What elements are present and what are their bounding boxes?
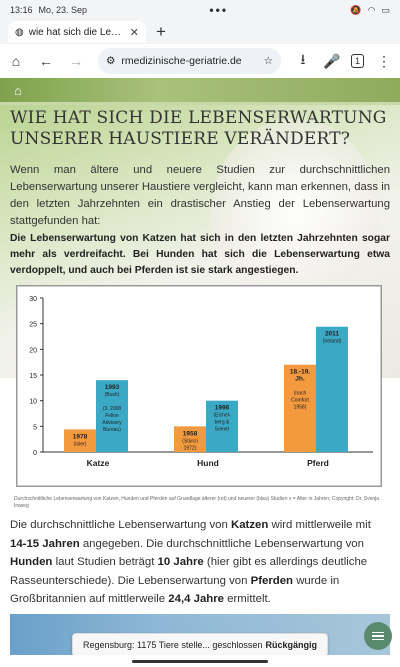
status-date: Mo, 23. Sep xyxy=(38,5,88,15)
menu-line xyxy=(372,638,384,641)
bar-data-label: (Eichel- xyxy=(214,413,231,419)
browser-toolbar: ⌂ ← → ⚙ rmedizinische-geriatrie.de ☆ ⭳ 🎤… xyxy=(0,44,400,78)
status-bar: 13:16 Mo, 23. Sep ••• 🔕 ◠ ▭ xyxy=(0,0,400,20)
dog-background-image xyxy=(210,118,380,318)
forward-arrow-icon[interactable]: → xyxy=(69,53,83,69)
home-icon[interactable]: ⌂ xyxy=(11,53,21,69)
article-body: Die durchschnittliche Lebenserwartung vo… xyxy=(10,516,390,609)
menu-line xyxy=(372,635,384,637)
microphone-icon[interactable]: 🎤 xyxy=(322,52,341,69)
bar-data-label: (Ireland) xyxy=(323,339,342,345)
bar-data-label: 1958 xyxy=(183,430,198,437)
bar-data-label: (Bush) xyxy=(105,392,120,398)
bar-data-label: 2011 xyxy=(325,331,339,338)
site-settings-icon[interactable]: ⚙ xyxy=(106,55,116,67)
snackbar: Regensburg: 1175 Tiere stelle... geschlo… xyxy=(72,633,328,657)
bar xyxy=(206,400,238,452)
tab-strip: ◍ wie hat sich die Lebenserwa ✕ + xyxy=(0,20,400,44)
article-intro-bold: Die Lebenserwartung von Katzen hat sich … xyxy=(10,233,390,276)
close-tab-icon[interactable]: ✕ xyxy=(129,26,139,39)
body-text-5: (hier gibt es allerdings deutliche Rasse… xyxy=(10,556,368,587)
bar-data-label: 1958) xyxy=(294,405,307,411)
header-divider xyxy=(0,102,400,105)
body-pferden-years: 24,4 Jahre xyxy=(168,593,225,605)
menu-button[interactable] xyxy=(364,622,392,650)
body-hunden-years: 10 Jahre xyxy=(157,556,204,568)
tab-title: wie hat sich die Lebenserwa xyxy=(28,26,125,38)
bar-data-label: Seine) xyxy=(215,427,230,433)
bar-data-label: (Isler) xyxy=(74,441,87,447)
bar-data-label: berg & xyxy=(215,420,230,426)
browser-tab[interactable]: ◍ wie hat sich die Lebenserwa ✕ xyxy=(8,21,146,43)
gesture-handle[interactable] xyxy=(132,660,268,663)
bar xyxy=(284,364,316,452)
battery-icon: ▭ xyxy=(381,4,390,15)
y-tick-label: 10 xyxy=(29,399,37,406)
y-tick-label: 0 xyxy=(33,450,37,457)
navigation-bar xyxy=(0,655,400,667)
bar-data-label: 1972) xyxy=(184,445,197,451)
address-bar[interactable]: ⚙ rmedizinische-geriatrie.de ☆ xyxy=(98,48,281,74)
bar-data-label: 1996 xyxy=(215,405,230,412)
x-category-label: Hund xyxy=(197,458,219,468)
y-tick-label: 20 xyxy=(29,347,37,354)
bar-data-label: 1993 xyxy=(105,384,120,391)
bar-data-label: (nach xyxy=(294,391,307,397)
url-text: rmedizinische-geriatrie.de xyxy=(121,55,242,67)
bar-data-label: Feline xyxy=(105,413,119,419)
mute-icon: 🔕 xyxy=(350,4,362,15)
article-content: WIE HAT SICH DIE LEBENSERWARTUNG UNSERER… xyxy=(10,108,390,279)
wifi-icon: ◠ xyxy=(367,4,376,15)
body-pferden: Pferden xyxy=(250,574,294,587)
bar xyxy=(316,326,348,452)
bar-data-label: Jh. xyxy=(295,376,305,383)
bar xyxy=(174,426,206,452)
body-text-1: Die durchschnittliche Lebenserwartung vo… xyxy=(10,519,231,531)
web-page: ⌂ WIE HAT SICH DIE LEBENSERWARTUNG UNSER… xyxy=(0,78,400,655)
bar-data-label: (3. 2008 xyxy=(103,406,122,412)
bookmark-star-icon[interactable]: ☆ xyxy=(263,55,273,67)
chart-caption: Durchschnittliche Lebenserwartung von Ka… xyxy=(14,496,380,509)
menu-line xyxy=(372,631,384,634)
body-katzen-years: 14-15 Jahren xyxy=(10,537,80,550)
bar-data-label: Comfort xyxy=(291,398,309,404)
body-text-4: laut Studien beträgt xyxy=(52,556,158,568)
back-arrow-icon[interactable]: ← xyxy=(39,53,53,69)
x-category-label: Pferd xyxy=(307,458,329,468)
body-text-7: ermittelt. xyxy=(224,593,271,605)
site-home-icon[interactable]: ⌂ xyxy=(14,82,22,98)
tab-switcher-button[interactable]: 1 xyxy=(350,54,364,68)
y-tick-label: 30 xyxy=(29,296,37,303)
bar xyxy=(64,429,96,452)
bar-data-label: 18.-19. xyxy=(290,369,310,376)
y-tick-label: 15 xyxy=(29,373,37,380)
site-header: ⌂ xyxy=(0,78,400,102)
download-icon[interactable]: ⭳ xyxy=(300,51,306,67)
bar-data-label: Advisory xyxy=(102,420,122,426)
body-text-2: wird mittlerweile mit xyxy=(268,519,371,531)
article-title: WIE HAT SICH DIE LEBENSERWARTUNG UNSERER… xyxy=(10,108,387,149)
y-tick-label: 5 xyxy=(33,424,37,431)
body-text-6: wurde in Großbritannien auf mittlerweile xyxy=(10,574,340,606)
globe-icon: ◍ xyxy=(15,26,24,38)
bar-data-label: 1978 xyxy=(73,433,88,440)
new-tab-button[interactable]: + xyxy=(156,22,166,41)
article-intro: Wenn man ältere und neuere Studien zur d… xyxy=(10,164,390,227)
undo-button[interactable]: Rückgängig xyxy=(265,640,317,650)
chart-svg: 0 5 10 15 20 25 30 1978(Isler) 1993(Bush) (3. 200… xyxy=(29,296,373,468)
bar-data-label: (Stünzi xyxy=(182,438,198,444)
body-katzen: Katzen xyxy=(230,519,269,531)
bar xyxy=(96,380,128,452)
status-dots: ••• xyxy=(209,3,229,17)
x-category-label: Katze xyxy=(87,458,110,468)
body-text-3: angegeben. Die durchschnittliche Lebense… xyxy=(79,537,364,550)
more-menu-icon[interactable]: ⋮ xyxy=(377,52,391,69)
bar-data-label: Bureau) xyxy=(103,427,121,433)
life-expectancy-chart: 0 5 10 15 20 25 30 1978 (Isler) 1993 (Bush) (3. 200… xyxy=(16,285,382,487)
body-hunden: Hunden xyxy=(10,556,53,568)
y-tick-label: 25 xyxy=(29,322,37,329)
status-time: 13:16 xyxy=(10,5,33,15)
snackbar-message: Regensburg: 1175 Tiere stelle... geschlo… xyxy=(83,640,263,650)
